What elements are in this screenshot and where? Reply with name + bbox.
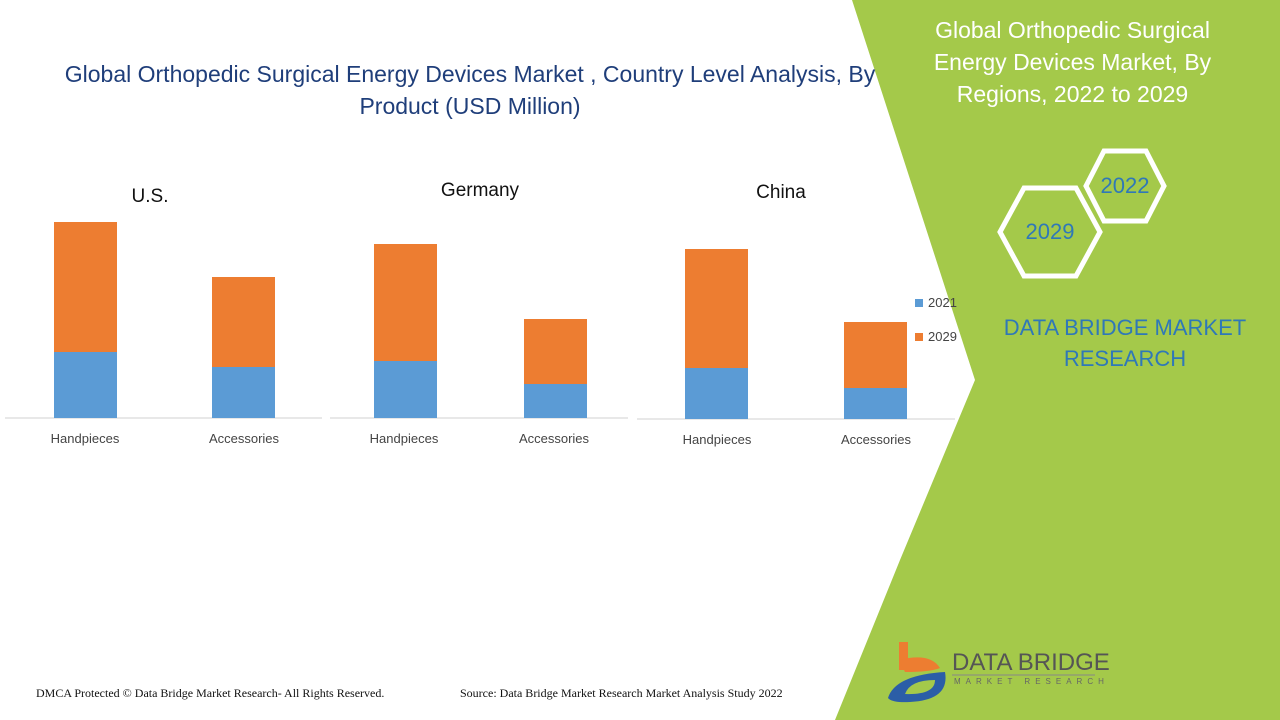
chart-title-us: U.S.: [131, 186, 169, 207]
page-title: Global Orthopedic Surgical Energy Device…: [64, 61, 876, 119]
bar-2021: [844, 388, 907, 419]
copyright-notice: DMCA Protected © Data Bridge Market Rese…: [36, 686, 385, 700]
bar-2029: [54, 222, 117, 352]
legend-item-2021: 2021: [915, 295, 957, 310]
chart-title-china: China: [756, 182, 806, 203]
bar-2029: [524, 319, 587, 384]
legend-label: 2029: [928, 329, 957, 344]
x-label: Accessories: [208, 431, 280, 446]
legend-label: 2021: [928, 295, 957, 310]
bar-2029: [212, 277, 275, 367]
legend-swatch: [915, 299, 923, 307]
side-panel-title: Global Orthopedic Surgical Energy Device…: [933, 17, 1212, 107]
source-note: Source: Data Bridge Market Research Mark…: [460, 686, 783, 700]
x-label: Accessories: [518, 431, 590, 446]
x-label: Handpieces: [50, 431, 120, 446]
bar-2021: [524, 384, 587, 418]
bar-2029: [844, 322, 907, 388]
logo-text: DATA BRIDGE: [952, 649, 1110, 676]
hex-label-2029: 2029: [1025, 219, 1075, 244]
hexagon-2022: [1083, 148, 1167, 224]
green-panel: [835, 0, 1280, 720]
x-label: Handpieces: [369, 431, 439, 446]
hex-label-2022: 2022: [1100, 173, 1150, 198]
bar-2029: [685, 249, 748, 368]
bar-2021: [212, 367, 275, 418]
hexagon-2029: [997, 185, 1103, 279]
legend-swatch: [915, 333, 923, 341]
brand-text: DATA BRIDGE MARKET RESEARCH: [1003, 315, 1247, 371]
x-label: Handpieces: [682, 432, 752, 447]
bar-2021: [374, 361, 437, 418]
chart-title-germany: Germany: [440, 180, 520, 201]
legend-item-2029: 2029: [915, 329, 957, 344]
logo-subtext: MARKET RESEARCH: [954, 677, 1109, 686]
bar-2021: [685, 368, 748, 419]
x-label: Accessories: [840, 432, 912, 447]
bar-2021: [54, 352, 117, 418]
bar-2029: [374, 244, 437, 361]
logo-icon: [888, 642, 946, 703]
